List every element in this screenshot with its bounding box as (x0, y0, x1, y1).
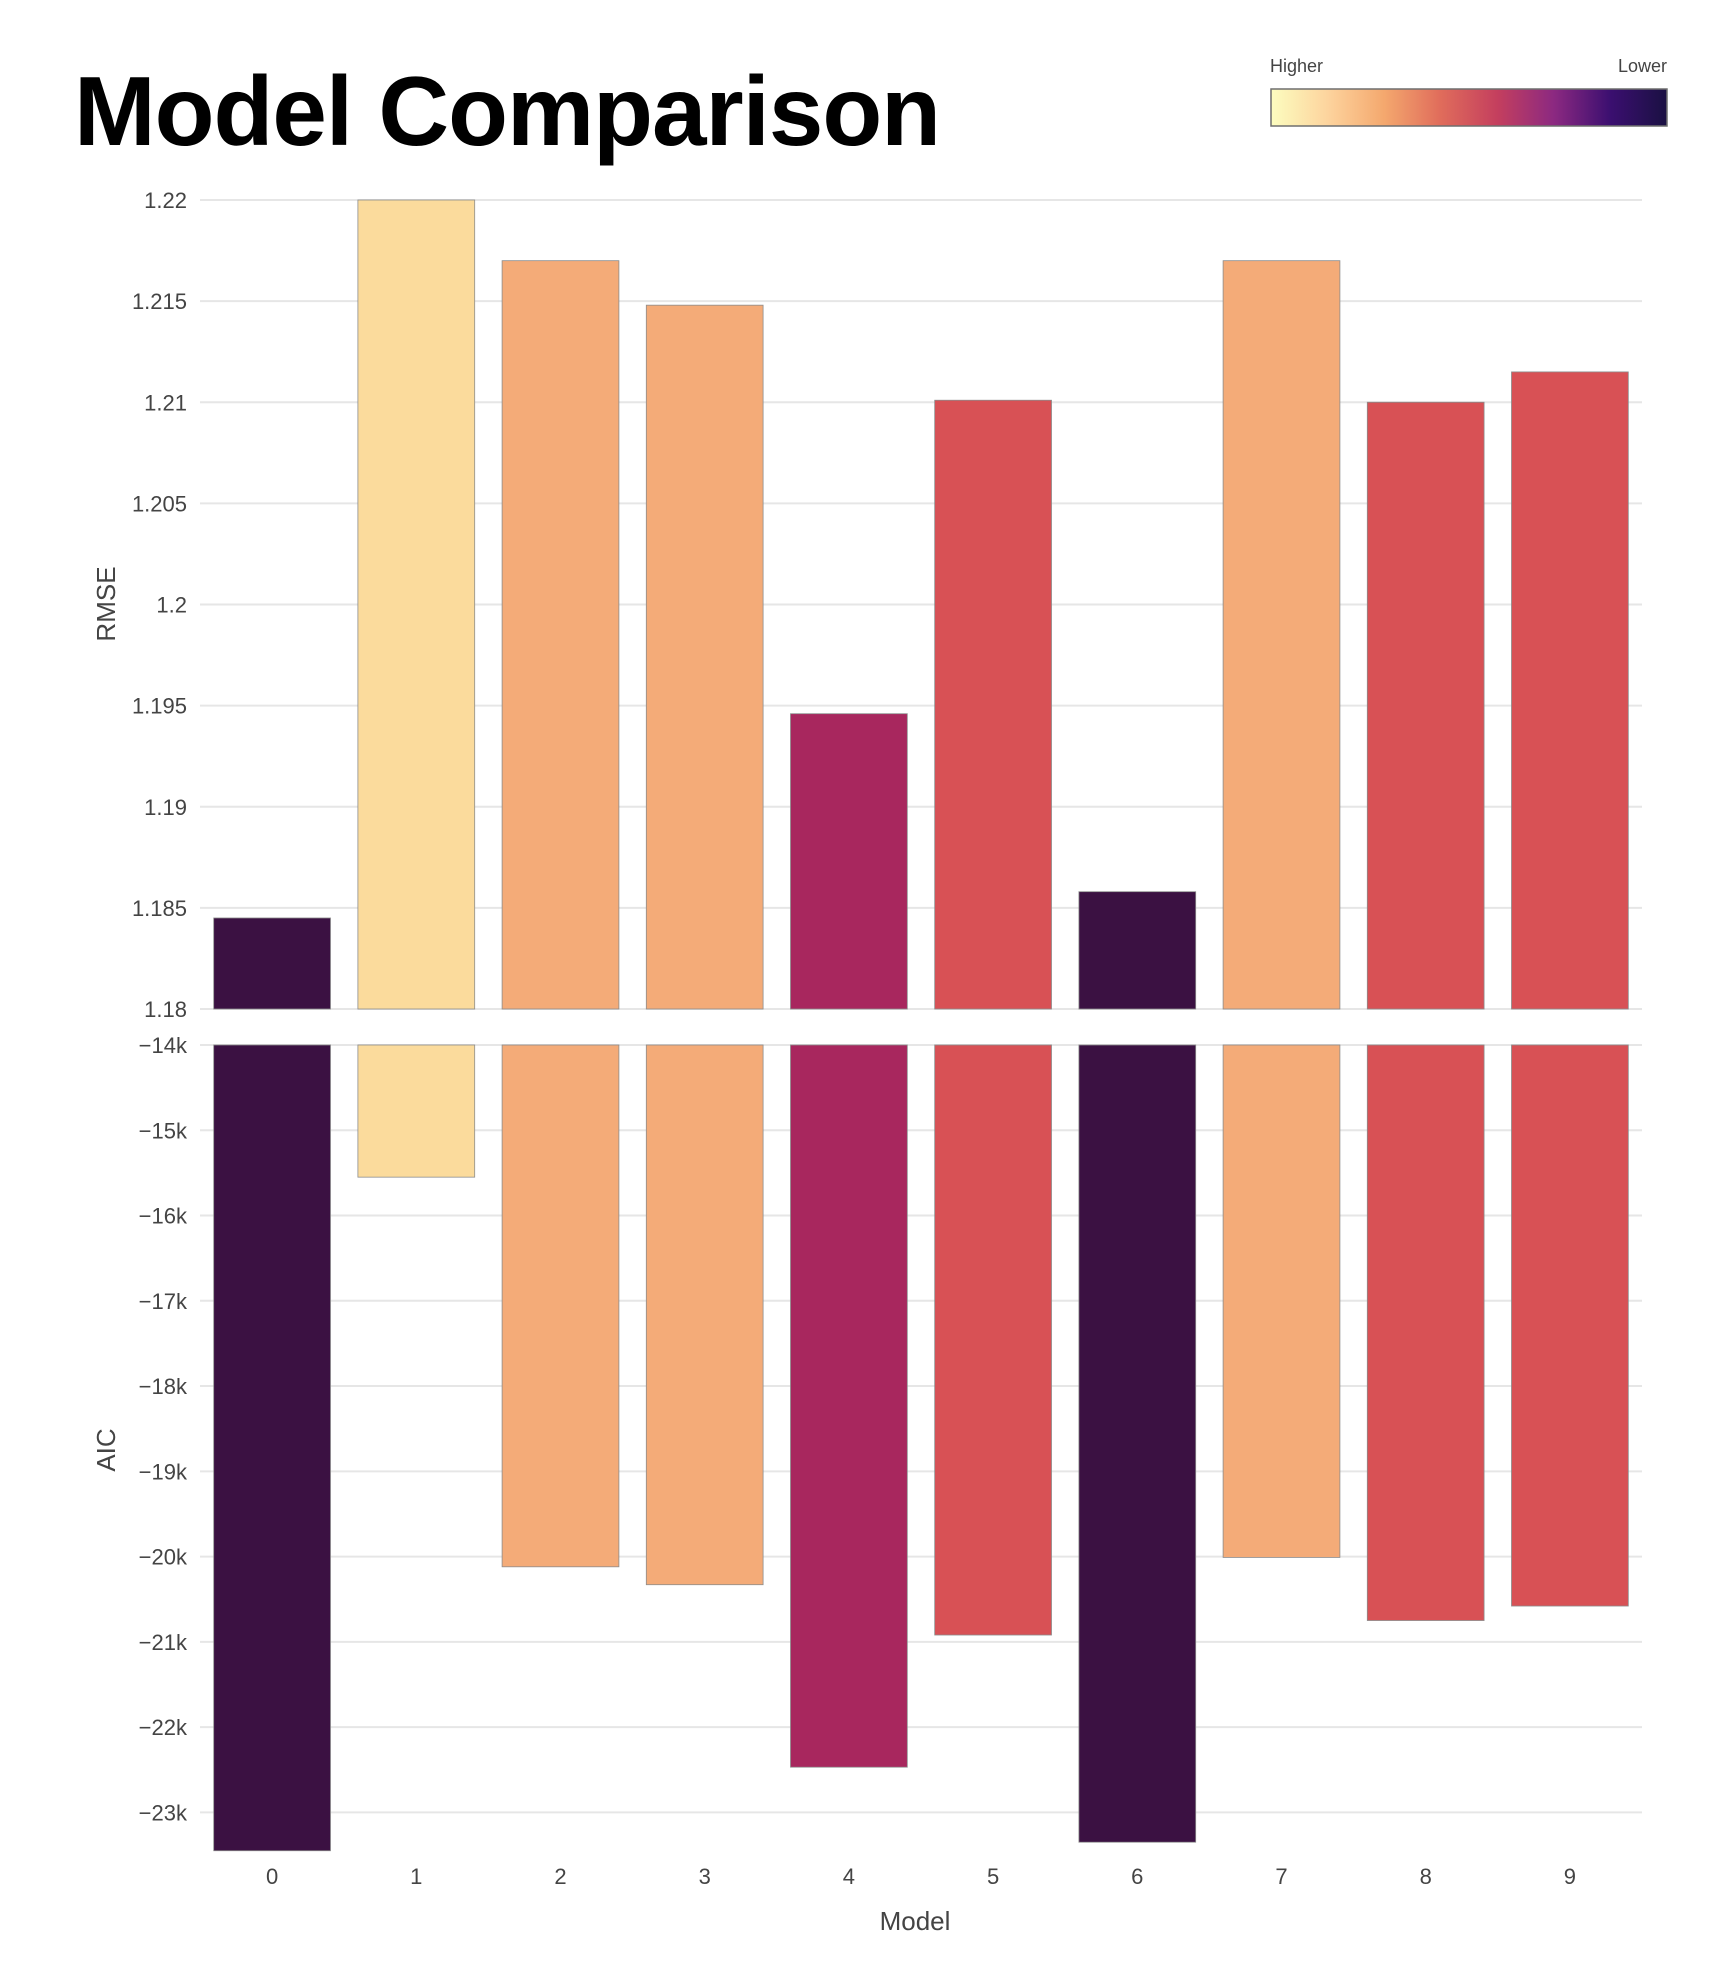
aic-y-tick-label: −14k (139, 1033, 188, 1058)
rmse-y-tick-labels: 1.18 1.185 1.19 1.195 1.2 1.205 1.21 1.215 1.22 (132, 188, 187, 1022)
legend-label-higher: Higher (1270, 56, 1323, 76)
aic-y-tick-labels: −14k −15k −16k −17k −18k −19k −20k −21k −22k −23k (139, 1033, 188, 1825)
aic-bar-model-1 (358, 1045, 475, 1177)
aic-bar-model-4 (790, 1045, 907, 1767)
x-tick-label: 1 (410, 1864, 422, 1889)
rmse-bar-model-7 (1223, 261, 1340, 1009)
x-tick-label: 9 (1564, 1864, 1576, 1889)
x-tick-label: 0 (266, 1864, 278, 1889)
x-tick-label: 4 (843, 1864, 855, 1889)
rmse-bar-model-4 (790, 714, 907, 1009)
x-tick-label: 5 (987, 1864, 999, 1889)
aic-axis-title: AIC (91, 1428, 121, 1471)
aic-bar-model-8 (1367, 1045, 1484, 1621)
legend-label-lower: Lower (1618, 56, 1667, 76)
aic-bar-model-7 (1223, 1045, 1340, 1557)
chart-canvas: Higher Lower 1.181.1851.191.1951.21.2051… (0, 0, 1729, 1963)
rmse-bar-model-3 (646, 305, 763, 1009)
rmse-y-tick-label: 1.205 (132, 491, 187, 516)
aic-y-tick-label: −21k (139, 1630, 188, 1655)
rmse-bar-model-5 (935, 400, 1052, 1009)
x-tick-label: 6 (1131, 1864, 1143, 1889)
aic-bar-model-5 (935, 1045, 1052, 1635)
rmse-y-tick-label: 1.195 (132, 694, 187, 719)
aic-y-tick-label: −19k (139, 1459, 188, 1484)
colorscale-bar (1271, 89, 1667, 126)
aic-y-tick-label: −20k (139, 1545, 188, 1570)
rmse-bar-model-9 (1511, 372, 1628, 1009)
rmse-bar-model-0 (214, 918, 331, 1009)
aic-y-tick-label: −15k (139, 1118, 188, 1143)
aic-bar-model-2 (502, 1045, 619, 1567)
rmse-y-tick-label: 1.2 (156, 593, 187, 618)
rmse-bar-model-8 (1367, 402, 1484, 1009)
aic-y-tick-label: −23k (139, 1800, 188, 1825)
rmse-y-tick-label: 1.22 (144, 188, 187, 213)
rmse-bar-model-1 (358, 200, 475, 1009)
aic-y-tick-label: −16k (139, 1204, 188, 1229)
rmse-bar-model-2 (502, 261, 619, 1009)
rmse-y-tick-label: 1.18 (144, 997, 187, 1022)
x-tick-label: 3 (699, 1864, 711, 1889)
aic-y-tick-label: −18k (139, 1374, 188, 1399)
aic-y-tick-label: −17k (139, 1289, 188, 1314)
x-tick-label: 7 (1275, 1864, 1287, 1889)
aic-panel: −14k −15k −16k −17k −18k −19k −20k −21k −22k −23k… (91, 1033, 1642, 1851)
aic-bar-model-6 (1079, 1045, 1196, 1842)
aic-bar-model-0 (214, 1045, 331, 1851)
colorscale-legend: Higher Lower (1270, 56, 1667, 126)
aic-y-tick-label: −22k (139, 1715, 188, 1740)
rmse-y-tick-label: 1.19 (144, 795, 187, 820)
x-tick-label: 8 (1420, 1864, 1432, 1889)
rmse-bar-model-6 (1079, 892, 1196, 1009)
rmse-y-tick-label: 1.215 (132, 289, 187, 314)
x-axis-title: Model (880, 1906, 951, 1936)
aic-bar-model-3 (646, 1045, 763, 1585)
x-tick-label: 2 (554, 1864, 566, 1889)
x-tick-labels: 0 1 2 3 4 5 6 7 8 9 (266, 1864, 1576, 1889)
rmse-y-tick-label: 1.21 (144, 390, 187, 415)
rmse-axis-title: RMSE (91, 566, 121, 641)
aic-bar-model-9 (1511, 1045, 1628, 1606)
aic-bars (214, 1045, 1629, 1851)
rmse-y-tick-label: 1.185 (132, 896, 187, 921)
rmse-panel: 1.181.1851.191.1951.21.2051.211.2151.22 … (91, 188, 1642, 1022)
